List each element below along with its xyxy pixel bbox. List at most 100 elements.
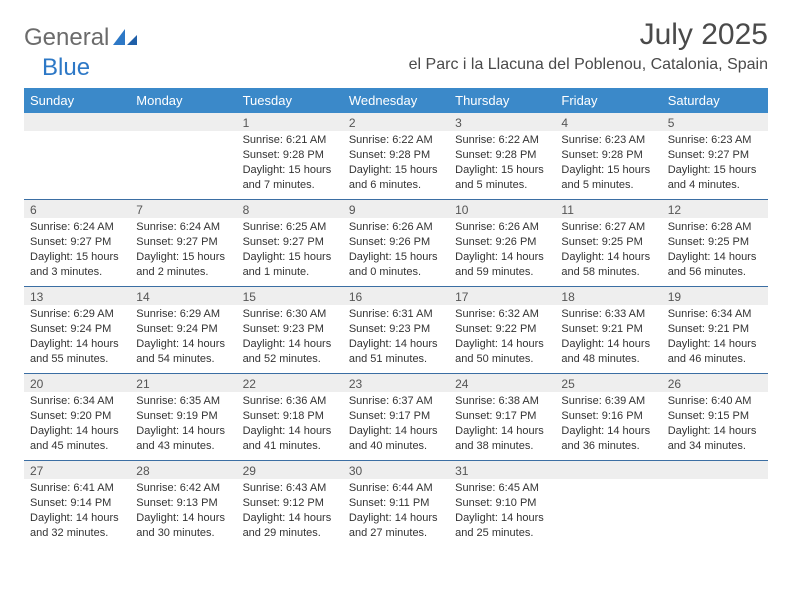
- daylight-text: Daylight: 15 hours and 4 minutes.: [668, 163, 764, 193]
- day-details: Sunrise: 6:42 AMSunset: 9:13 PMDaylight:…: [130, 479, 236, 544]
- sunrise-text: Sunrise: 6:25 AM: [243, 220, 339, 235]
- day-of-week-header: Sunday Monday Tuesday Wednesday Thursday…: [24, 88, 768, 113]
- day-number: 28: [130, 461, 236, 479]
- day-details: Sunrise: 6:24 AMSunset: 9:27 PMDaylight:…: [24, 218, 130, 283]
- sunset-text: Sunset: 9:22 PM: [455, 322, 551, 337]
- day-number: 19: [662, 287, 768, 305]
- day-details: Sunrise: 6:32 AMSunset: 9:22 PMDaylight:…: [449, 305, 555, 370]
- calendar-day: 21Sunrise: 6:35 AMSunset: 9:19 PMDayligh…: [130, 374, 236, 460]
- sunrise-text: Sunrise: 6:22 AM: [349, 133, 445, 148]
- daylight-text: Daylight: 14 hours and 43 minutes.: [136, 424, 232, 454]
- dow-thursday: Thursday: [449, 88, 555, 113]
- day-number: 3: [449, 113, 555, 131]
- daylight-text: Daylight: 14 hours and 34 minutes.: [668, 424, 764, 454]
- sunrise-text: Sunrise: 6:27 AM: [561, 220, 657, 235]
- sunset-text: Sunset: 9:20 PM: [30, 409, 126, 424]
- day-number: [24, 113, 130, 131]
- calendar-day: 20Sunrise: 6:34 AMSunset: 9:20 PMDayligh…: [24, 374, 130, 460]
- sail-icon: [111, 27, 139, 47]
- calendar-week: 1Sunrise: 6:21 AMSunset: 9:28 PMDaylight…: [24, 113, 768, 199]
- dow-tuesday: Tuesday: [237, 88, 343, 113]
- sunrise-text: Sunrise: 6:29 AM: [136, 307, 232, 322]
- day-details: Sunrise: 6:26 AMSunset: 9:26 PMDaylight:…: [343, 218, 449, 283]
- day-number: 10: [449, 200, 555, 218]
- daylight-text: Daylight: 15 hours and 2 minutes.: [136, 250, 232, 280]
- day-number: 21: [130, 374, 236, 392]
- day-details: Sunrise: 6:37 AMSunset: 9:17 PMDaylight:…: [343, 392, 449, 457]
- day-details: Sunrise: 6:29 AMSunset: 9:24 PMDaylight:…: [24, 305, 130, 370]
- daylight-text: Daylight: 14 hours and 29 minutes.: [243, 511, 339, 541]
- sunrise-text: Sunrise: 6:43 AM: [243, 481, 339, 496]
- day-number: 11: [555, 200, 661, 218]
- sunrise-text: Sunrise: 6:37 AM: [349, 394, 445, 409]
- dow-saturday: Saturday: [662, 88, 768, 113]
- sunset-text: Sunset: 9:21 PM: [668, 322, 764, 337]
- day-number: 6: [24, 200, 130, 218]
- sunset-text: Sunset: 9:15 PM: [668, 409, 764, 424]
- day-number: 7: [130, 200, 236, 218]
- calendar-day: 29Sunrise: 6:43 AMSunset: 9:12 PMDayligh…: [237, 461, 343, 547]
- daylight-text: Daylight: 14 hours and 32 minutes.: [30, 511, 126, 541]
- daylight-text: Daylight: 15 hours and 5 minutes.: [561, 163, 657, 193]
- daylight-text: Daylight: 14 hours and 51 minutes.: [349, 337, 445, 367]
- day-details: Sunrise: 6:39 AMSunset: 9:16 PMDaylight:…: [555, 392, 661, 457]
- day-number: 9: [343, 200, 449, 218]
- calendar-day: 14Sunrise: 6:29 AMSunset: 9:24 PMDayligh…: [130, 287, 236, 373]
- day-number: 18: [555, 287, 661, 305]
- sunrise-text: Sunrise: 6:40 AM: [668, 394, 764, 409]
- day-details: Sunrise: 6:43 AMSunset: 9:12 PMDaylight:…: [237, 479, 343, 544]
- sunset-text: Sunset: 9:28 PM: [243, 148, 339, 163]
- calendar-day: 31Sunrise: 6:45 AMSunset: 9:10 PMDayligh…: [449, 461, 555, 547]
- day-number: [555, 461, 661, 479]
- day-details: Sunrise: 6:27 AMSunset: 9:25 PMDaylight:…: [555, 218, 661, 283]
- day-details: Sunrise: 6:33 AMSunset: 9:21 PMDaylight:…: [555, 305, 661, 370]
- day-number: 25: [555, 374, 661, 392]
- sunset-text: Sunset: 9:28 PM: [349, 148, 445, 163]
- day-number: 13: [24, 287, 130, 305]
- sunset-text: Sunset: 9:11 PM: [349, 496, 445, 511]
- daylight-text: Daylight: 14 hours and 46 minutes.: [668, 337, 764, 367]
- day-details: Sunrise: 6:26 AMSunset: 9:26 PMDaylight:…: [449, 218, 555, 283]
- day-details: Sunrise: 6:35 AMSunset: 9:19 PMDaylight:…: [130, 392, 236, 457]
- sunset-text: Sunset: 9:16 PM: [561, 409, 657, 424]
- sunset-text: Sunset: 9:13 PM: [136, 496, 232, 511]
- calendar-table: Sunday Monday Tuesday Wednesday Thursday…: [24, 88, 768, 547]
- calendar-day: 26Sunrise: 6:40 AMSunset: 9:15 PMDayligh…: [662, 374, 768, 460]
- calendar-day: 13Sunrise: 6:29 AMSunset: 9:24 PMDayligh…: [24, 287, 130, 373]
- calendar-week: 20Sunrise: 6:34 AMSunset: 9:20 PMDayligh…: [24, 373, 768, 460]
- day-number: 16: [343, 287, 449, 305]
- day-number: 1: [237, 113, 343, 131]
- day-number: [662, 461, 768, 479]
- calendar-day: 24Sunrise: 6:38 AMSunset: 9:17 PMDayligh…: [449, 374, 555, 460]
- daylight-text: Daylight: 15 hours and 1 minute.: [243, 250, 339, 280]
- day-details: Sunrise: 6:22 AMSunset: 9:28 PMDaylight:…: [449, 131, 555, 196]
- day-details: Sunrise: 6:40 AMSunset: 9:15 PMDaylight:…: [662, 392, 768, 457]
- daylight-text: Daylight: 14 hours and 59 minutes.: [455, 250, 551, 280]
- day-number: [130, 113, 236, 131]
- calendar-day: 12Sunrise: 6:28 AMSunset: 9:25 PMDayligh…: [662, 200, 768, 286]
- sunset-text: Sunset: 9:28 PM: [455, 148, 551, 163]
- calendar-day: 5Sunrise: 6:23 AMSunset: 9:27 PMDaylight…: [662, 113, 768, 199]
- day-number: 15: [237, 287, 343, 305]
- day-details: Sunrise: 6:34 AMSunset: 9:20 PMDaylight:…: [24, 392, 130, 457]
- daylight-text: Daylight: 14 hours and 50 minutes.: [455, 337, 551, 367]
- calendar-day: 25Sunrise: 6:39 AMSunset: 9:16 PMDayligh…: [555, 374, 661, 460]
- weeks-container: 1Sunrise: 6:21 AMSunset: 9:28 PMDaylight…: [24, 113, 768, 547]
- calendar-day: 1Sunrise: 6:21 AMSunset: 9:28 PMDaylight…: [237, 113, 343, 199]
- sunrise-text: Sunrise: 6:34 AM: [668, 307, 764, 322]
- calendar-week: 13Sunrise: 6:29 AMSunset: 9:24 PMDayligh…: [24, 286, 768, 373]
- day-number: 14: [130, 287, 236, 305]
- sunrise-text: Sunrise: 6:28 AM: [668, 220, 764, 235]
- sunset-text: Sunset: 9:27 PM: [668, 148, 764, 163]
- day-number: 20: [24, 374, 130, 392]
- calendar-day: 18Sunrise: 6:33 AMSunset: 9:21 PMDayligh…: [555, 287, 661, 373]
- daylight-text: Daylight: 15 hours and 0 minutes.: [349, 250, 445, 280]
- sunset-text: Sunset: 9:27 PM: [136, 235, 232, 250]
- sunset-text: Sunset: 9:23 PM: [349, 322, 445, 337]
- day-number: 27: [24, 461, 130, 479]
- day-details: Sunrise: 6:21 AMSunset: 9:28 PMDaylight:…: [237, 131, 343, 196]
- calendar-day: 17Sunrise: 6:32 AMSunset: 9:22 PMDayligh…: [449, 287, 555, 373]
- sunset-text: Sunset: 9:10 PM: [455, 496, 551, 511]
- calendar-day: [555, 461, 661, 547]
- calendar-day: 22Sunrise: 6:36 AMSunset: 9:18 PMDayligh…: [237, 374, 343, 460]
